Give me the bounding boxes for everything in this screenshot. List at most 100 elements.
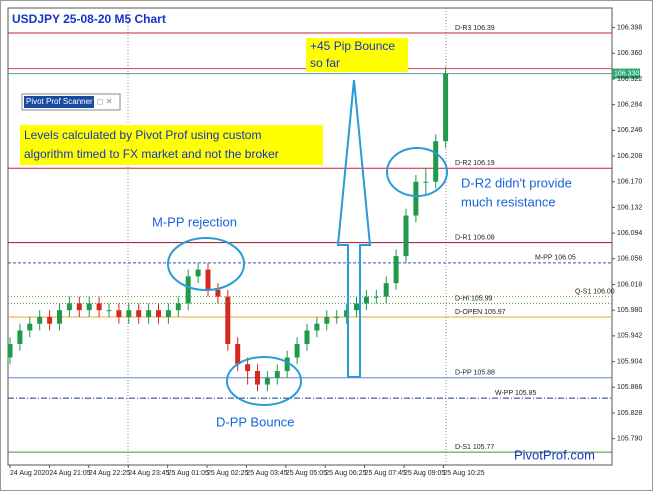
candle-body [255,371,260,385]
y-tick-label: 105.790 [617,435,642,442]
level-label: D-R3 106.39 [455,25,495,32]
candle-body [354,303,359,311]
arrow [336,79,372,378]
level-label: D-S1 105.77 [455,444,494,451]
y-tick-label: 106.018 [617,281,642,288]
level-label: M-PP 106.05 [535,255,576,262]
candle-body [106,310,112,312]
candle-body [146,310,152,317]
highlight-ellipse [167,237,245,291]
candle-body [57,310,62,324]
candle-body [274,371,280,378]
x-tick-label: 25 Aug 09:05 [404,470,445,477]
highlight-ellipse [226,356,302,406]
x-tick-label: 25 Aug 05:05 [286,470,327,477]
candle-body [17,330,23,344]
candle-body [235,343,241,365]
note-line: algorithm timed to FX market and not the… [24,147,279,161]
y-tick-label: 105.828 [617,410,642,417]
candle-body [66,303,72,311]
level-label: D-Hi 105.99 [455,295,492,302]
candle-body [47,316,53,324]
y-tick-label: 105.904 [617,358,642,365]
scanner-tab [24,96,94,108]
scanner-icons: ◻ ✕ [97,97,113,106]
y-tick-label: 105.980 [617,307,642,314]
candle-body [136,310,142,317]
candle-body [126,310,132,317]
y-tick-label: 106.284 [617,102,642,109]
candle-body [185,276,191,304]
candle-body [304,330,310,344]
scanner-title: Pivot Prof Scanner [26,97,93,106]
level-label: D-R1 106.08 [455,234,495,241]
y-tick-label: 106.246 [617,127,642,134]
chart-title: USDJPY 25-08-20 M5 Chart [12,12,166,26]
candle-body [37,316,43,324]
annotation: M-PP rejection [152,214,237,229]
candle-body [383,283,389,297]
level-label: W-PP 105.85 [495,390,536,397]
y-tick-label: 106.322 [617,76,642,83]
level-label: D-PP 105.88 [455,370,495,377]
candle-body [284,357,290,372]
candles [7,66,449,392]
level-label: D-R2 106.19 [455,160,495,167]
candle-body [225,296,231,344]
candle-body [363,296,369,304]
candle-body [165,310,171,317]
candle-body [156,310,161,317]
candle-body [86,303,92,311]
y-tick-label: 106.056 [617,256,642,263]
candle-body [314,323,320,331]
candle-body [294,343,300,358]
candle-body [403,215,409,257]
x-tick-label: 25 Aug 02:25 [207,470,248,477]
candle-body [334,316,340,318]
x-tick-label: 24 Aug 2020 [10,470,49,477]
bid-label: 106.330 [614,70,639,77]
level-label: D-OPEN 105.97 [455,309,506,316]
candle-body [175,303,181,311]
y-tick-label: 106.208 [617,153,642,160]
y-tick-label: 106.132 [617,204,642,211]
note-box [20,125,323,165]
candle-body [205,269,211,290]
x-tick-label: 25 Aug 03:45 [246,470,287,477]
candle-body [423,181,429,183]
bounce-box [306,38,408,72]
candle-body [7,343,13,358]
candle-body [116,310,122,317]
x-tick-label: 24 Aug 21:05 [49,470,90,477]
y-tick-label: 106.398 [617,24,642,31]
levels: D-R3 106.39 D-R2 106.19 D-R1 106.08 M-PP 10… [8,25,640,453]
site-label: PivotProf.com [514,447,595,462]
candle-body [27,323,33,331]
plot-area [7,7,613,466]
bid-box [612,68,640,79]
bounce-line: +45 Pip Bounce [310,39,395,53]
level-label: Q-S1 106.00 [575,289,615,296]
y-tick-label: 105.866 [617,384,642,391]
y-tick-label: 106.360 [617,50,642,57]
x-tick-label: 24 Aug 23:45 [128,470,169,477]
annotation: D-PP Bounce [216,414,295,429]
highlight-ellipse [386,147,448,197]
x-tick-label: 25 Aug 10:25 [443,470,484,477]
candle-body [195,269,201,277]
candle-body [245,364,251,372]
annotation: D-R2 didn't provide [461,175,572,190]
candle-body [433,141,439,182]
candle-body [413,181,419,216]
y-tick-label: 106.094 [617,230,642,237]
note-line: Levels calculated by Pivot Prof using cu… [24,128,261,142]
x-tick-label: 25 Aug 07:45 [365,470,406,477]
candle-body [215,289,221,297]
x-tick-label: 25 Aug 06:25 [325,470,366,477]
y-tick-label: 106.170 [617,179,642,186]
bounce-line: so far [310,56,340,70]
candle-body [393,256,399,284]
candle-body [324,316,330,324]
